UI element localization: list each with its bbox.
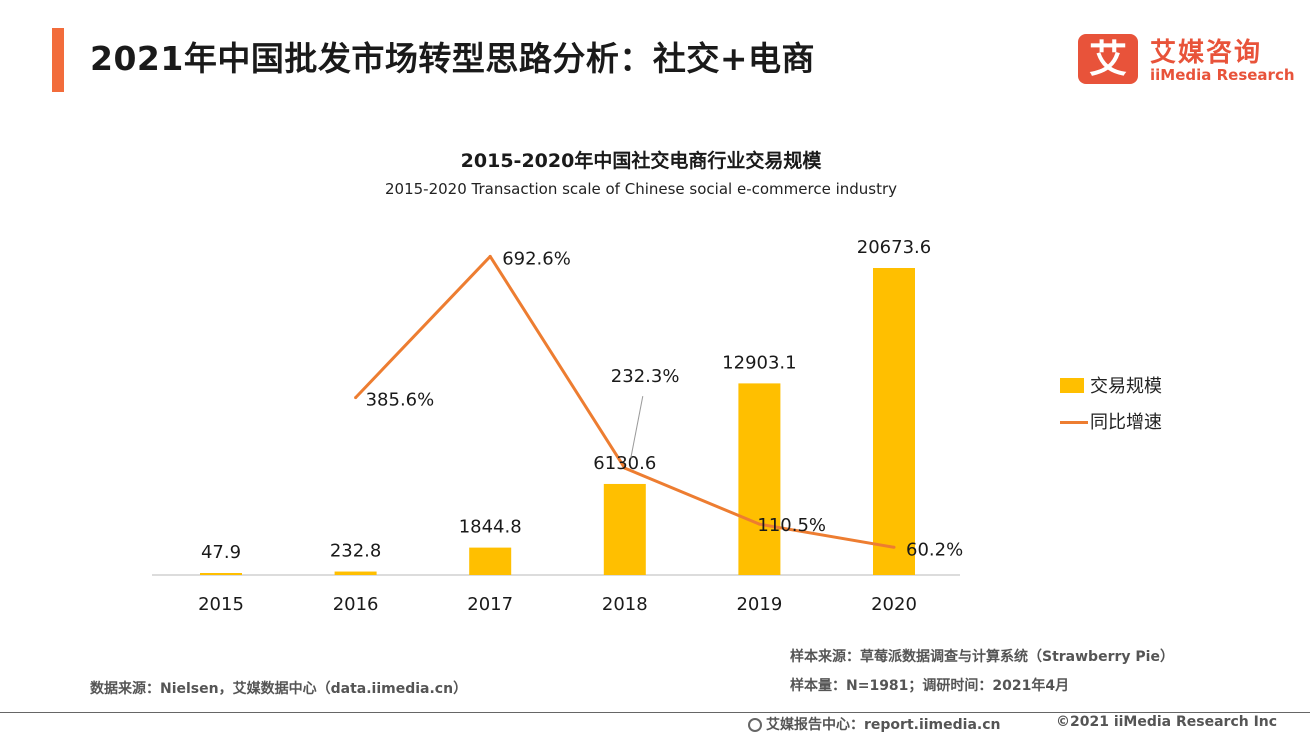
x-tick-2020: 2020 bbox=[871, 594, 917, 615]
chart-title: 2015-2020年中国社交电商行业交易规模 bbox=[460, 150, 822, 172]
bar-2015[interactable] bbox=[200, 573, 242, 575]
x-tick-2015: 2015 bbox=[198, 594, 244, 615]
logo-mark-icon: 艾 bbox=[1078, 34, 1138, 84]
logo-name-cn: 艾媒咨询 bbox=[1150, 38, 1263, 68]
bar-2018[interactable] bbox=[603, 483, 646, 575]
bar-label-2019: 12903.1 bbox=[722, 352, 796, 373]
sample-size: 样本量：N=1981；调研时间：2021年4月 bbox=[790, 678, 1070, 694]
chart-subtitle: 2015-2020 Transaction scale of Chinese s… bbox=[384, 180, 898, 198]
growth-point-2017[interactable] bbox=[488, 254, 492, 258]
report-center-text: 艾媒报告中心：report.iimedia.cn bbox=[766, 717, 1001, 733]
growth-point-2016[interactable] bbox=[354, 396, 358, 400]
bar-2020[interactable] bbox=[873, 268, 915, 575]
bar-2016[interactable] bbox=[334, 571, 377, 575]
growth-point-2019[interactable] bbox=[757, 522, 761, 526]
legend-label-transaction: 交易规模 bbox=[1090, 376, 1162, 397]
report-center-link[interactable]: 艾媒报告中心：report.iimedia.cn bbox=[748, 714, 1001, 734]
bar-2017[interactable] bbox=[469, 547, 512, 575]
bar-2019[interactable] bbox=[738, 383, 781, 575]
sample-source: 样本来源：草莓派数据调查与计算系统（Strawberry Pie） bbox=[790, 649, 1174, 665]
growth-label-2020: 60.2% bbox=[906, 539, 963, 560]
growth-label-2017: 692.6% bbox=[502, 248, 571, 269]
globe-icon bbox=[748, 718, 762, 732]
growth-point-2018[interactable] bbox=[623, 466, 627, 470]
x-tick-2016: 2016 bbox=[333, 594, 379, 615]
footer-divider bbox=[0, 712, 1310, 713]
copyright: ©2021 iiMedia Research Inc bbox=[1056, 714, 1278, 730]
bar-label-2016: 232.8 bbox=[330, 541, 382, 562]
growth-label-2016: 385.6% bbox=[366, 390, 435, 411]
bar-label-2017: 1844.8 bbox=[459, 517, 522, 538]
logo-name-en: iiMedia Research bbox=[1150, 66, 1295, 84]
iimedia-logo[interactable]: 艾 艾媒咨询 iiMedia Research bbox=[1078, 30, 1295, 86]
title-accent-bar bbox=[52, 28, 64, 92]
legend-label-growth: 同比增速 bbox=[1090, 412, 1162, 433]
legend-bar-swatch bbox=[1060, 378, 1084, 393]
x-tick-2018: 2018 bbox=[602, 594, 648, 615]
bar-label-2015: 47.9 bbox=[201, 542, 241, 563]
x-tick-2017: 2017 bbox=[467, 594, 513, 615]
bar-label-2020: 20673.6 bbox=[857, 237, 931, 258]
x-tick-2019: 2019 bbox=[736, 594, 782, 615]
bar-label-2018: 6130.6 bbox=[593, 453, 656, 474]
growth-label-2019: 110.5% bbox=[757, 515, 826, 536]
growth-label-2018: 232.3% bbox=[611, 366, 680, 387]
page-title: 2021年中国批发市场转型思路分析：社交+电商 bbox=[90, 39, 815, 78]
growth-label-leader-2018 bbox=[630, 396, 644, 459]
growth-point-2020[interactable] bbox=[892, 545, 896, 549]
data-source: 数据来源：Nielsen，艾媒数据中心（data.iimedia.cn） bbox=[90, 681, 468, 697]
legend-line-swatch bbox=[1060, 421, 1088, 424]
